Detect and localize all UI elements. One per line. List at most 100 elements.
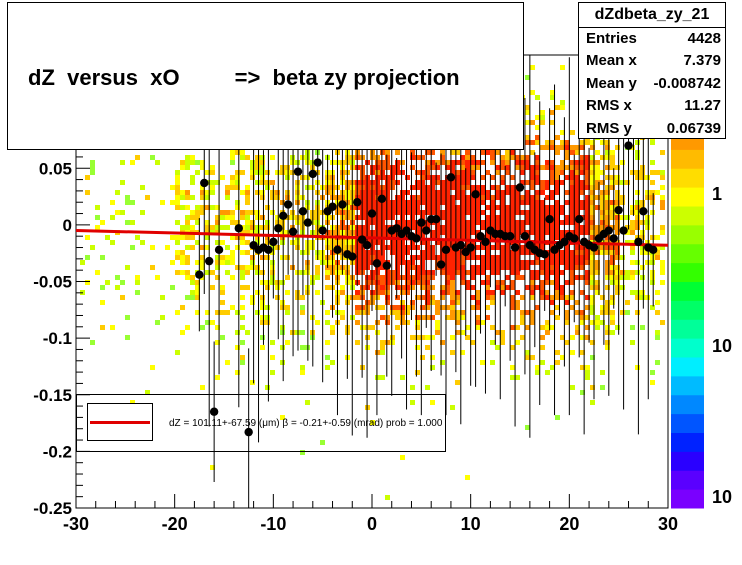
heatmap-cell <box>260 180 265 185</box>
heatmap-cell <box>220 210 225 215</box>
heatmap-cell <box>300 305 305 310</box>
heatmap-cell <box>545 270 550 275</box>
heatmap-cell <box>175 270 180 275</box>
heatmap-cell <box>445 315 450 320</box>
heatmap-cell <box>575 260 580 265</box>
heatmap-cell <box>375 215 380 220</box>
heatmap-cell <box>240 240 245 245</box>
heatmap-cell <box>395 160 400 165</box>
heatmap-cell <box>515 195 520 200</box>
heatmap-cell <box>570 130 575 135</box>
heatmap-cell <box>465 255 470 260</box>
heatmap-cell <box>580 275 585 280</box>
heatmap-cell <box>210 190 215 195</box>
profile-point <box>560 237 569 247</box>
heatmap-cell <box>600 205 605 210</box>
heatmap-cell <box>275 215 280 220</box>
heatmap-cell <box>615 250 620 255</box>
heatmap-cell <box>375 205 380 210</box>
heatmap-cell <box>580 315 585 320</box>
heatmap-cell <box>445 190 450 195</box>
heatmap-cell <box>630 220 635 225</box>
heatmap-cell <box>635 260 640 265</box>
heatmap-cell <box>125 195 130 200</box>
heatmap-cell <box>520 315 525 320</box>
title-box: dZ versus xO => beta zy projection <box>7 2 524 150</box>
heatmap-cell <box>195 295 200 300</box>
heatmap-cell <box>555 270 560 275</box>
heatmap-cell <box>605 145 610 150</box>
colorbar-segment <box>671 206 704 226</box>
heatmap-cell <box>420 260 425 265</box>
heatmap-cell <box>355 340 360 345</box>
heatmap-cell <box>590 320 595 325</box>
heatmap-cell <box>435 225 440 230</box>
heatmap-cell <box>440 225 445 230</box>
heatmap-cell <box>380 350 385 355</box>
heatmap-cell <box>520 250 525 255</box>
heatmap-cell <box>280 345 285 350</box>
heatmap-cell <box>640 230 645 235</box>
heatmap-cell <box>290 265 295 270</box>
heatmap-cell <box>590 255 595 260</box>
heatmap-cell <box>505 215 510 220</box>
heatmap-cell <box>585 155 590 160</box>
heatmap-cell <box>565 295 570 300</box>
heatmap-cell <box>515 340 520 345</box>
heatmap-cell <box>650 160 655 165</box>
heatmap-cell <box>395 305 400 310</box>
stats-key: Entries <box>586 30 637 47</box>
heatmap-cell <box>510 225 515 230</box>
heatmap-cell <box>450 235 455 240</box>
heatmap-cell <box>570 220 575 225</box>
heatmap-cell <box>635 190 640 195</box>
heatmap-cell <box>510 295 515 300</box>
heatmap-cell <box>645 260 650 265</box>
heatmap-cell <box>250 260 255 265</box>
heatmap-cell <box>265 225 270 230</box>
heatmap-cell <box>550 175 555 180</box>
heatmap-cell <box>255 165 260 170</box>
heatmap-cell <box>220 255 225 260</box>
heatmap-cell <box>510 285 515 290</box>
heatmap-cell <box>460 350 465 355</box>
heatmap-cell <box>415 170 420 175</box>
heatmap-cell <box>410 215 415 220</box>
heatmap-cell <box>525 200 530 205</box>
heatmap-cell <box>605 175 610 180</box>
heatmap-cell <box>605 165 610 170</box>
heatmap-cell <box>605 260 610 265</box>
heatmap-cell <box>400 320 405 325</box>
heatmap-cell <box>400 310 405 315</box>
heatmap-cell <box>395 180 400 185</box>
y-tick-label: 0 <box>63 216 72 235</box>
heatmap-cell <box>325 320 330 325</box>
heatmap-cell <box>385 285 390 290</box>
heatmap-cell <box>450 270 455 275</box>
heatmap-cell <box>510 305 515 310</box>
heatmap-cell <box>260 335 265 340</box>
heatmap-cell <box>195 285 200 290</box>
heatmap-cell <box>510 230 515 235</box>
heatmap-cell <box>555 175 560 180</box>
heatmap-cell <box>505 205 510 210</box>
profile-point <box>466 243 475 252</box>
heatmap-cell <box>440 250 445 255</box>
heatmap-cell <box>155 320 160 325</box>
heatmap-cell <box>430 365 435 370</box>
heatmap-cell <box>205 235 210 240</box>
heatmap-cell <box>540 245 545 250</box>
heatmap-cell <box>405 205 410 210</box>
heatmap-cell <box>325 275 330 280</box>
heatmap-cell <box>570 170 575 175</box>
heatmap-cell <box>605 310 610 315</box>
heatmap-cell <box>555 170 560 175</box>
x-tick-label: 30 <box>658 514 678 534</box>
heatmap-cell <box>415 255 420 260</box>
heatmap-cell <box>270 355 275 360</box>
heatmap-cell <box>410 240 415 245</box>
heatmap-cell <box>230 220 235 225</box>
heatmap-cell <box>375 350 380 355</box>
heatmap-cell <box>600 140 605 145</box>
heatmap-cell <box>440 230 445 235</box>
